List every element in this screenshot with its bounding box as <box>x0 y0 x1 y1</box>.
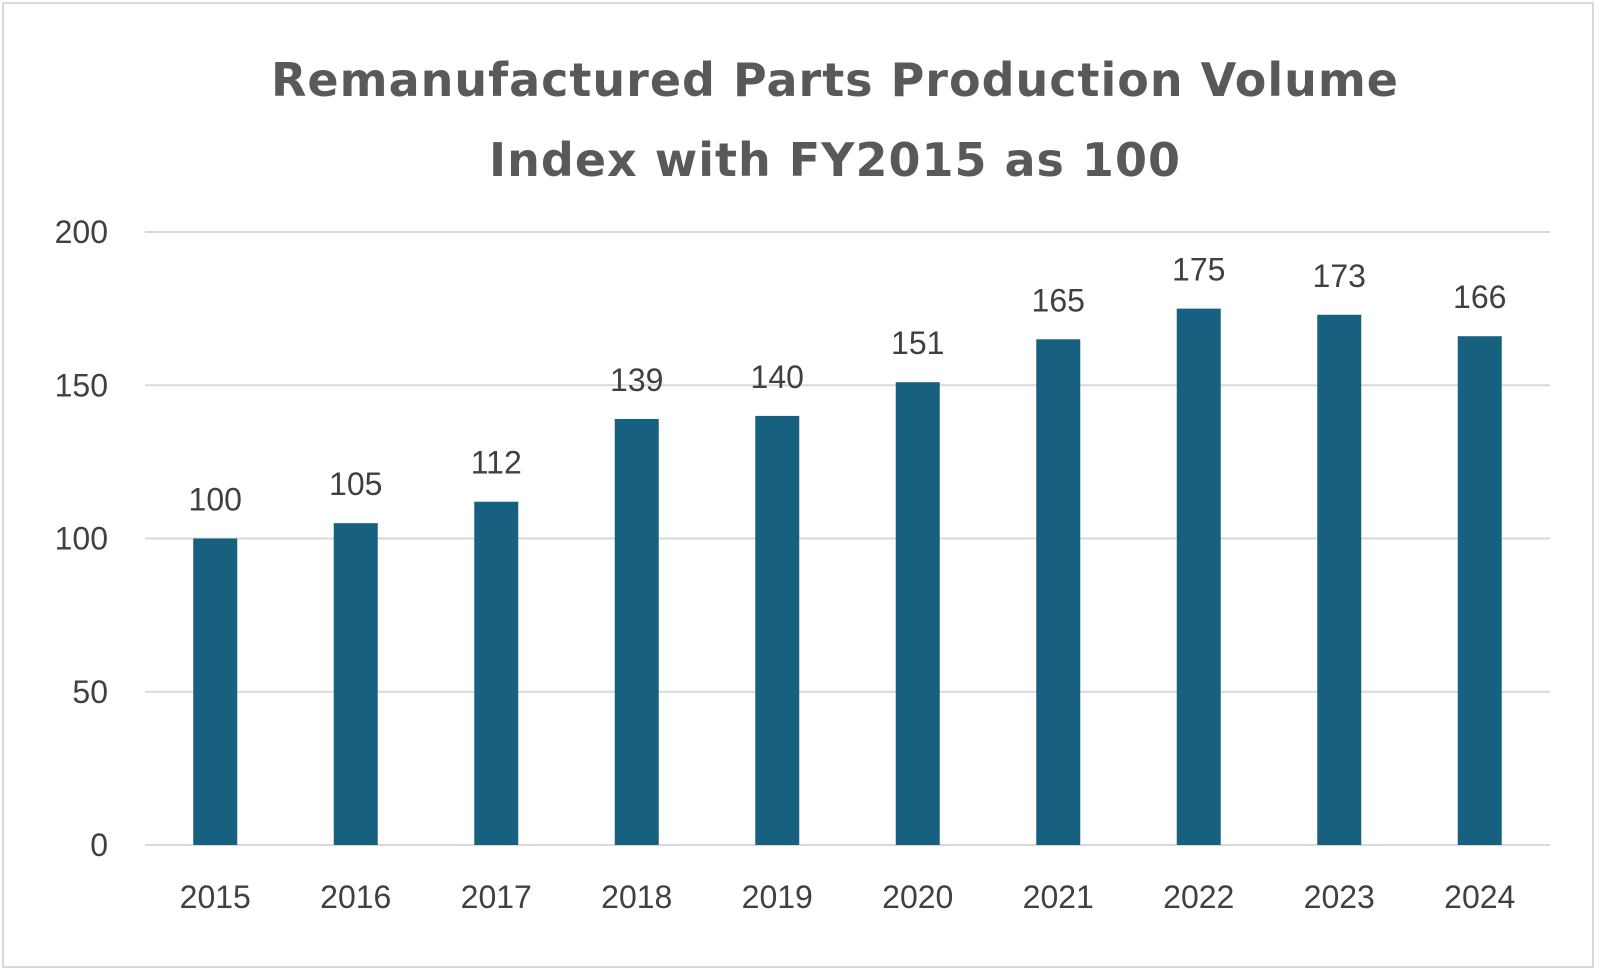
x-tick-label-2020: 2020 <box>882 879 953 915</box>
chart-title: Remanufactured Parts Production Volume I… <box>0 40 1600 200</box>
bar-2020 <box>895 382 940 845</box>
x-tick-label-2018: 2018 <box>601 879 672 915</box>
data-label-2022: 175 <box>1172 252 1225 288</box>
bar-2023 <box>1317 314 1362 845</box>
bar-2016 <box>333 523 378 845</box>
data-label-2015: 100 <box>189 482 242 518</box>
bar-2018 <box>614 418 659 845</box>
data-label-2016: 105 <box>329 466 382 502</box>
data-labels: 100 105 112 139 140 151 165 175 173 166 <box>189 252 1507 518</box>
data-label-2021: 165 <box>1032 282 1085 318</box>
data-label-2018: 139 <box>610 362 663 398</box>
x-tick-label-2021: 2021 <box>1023 879 1094 915</box>
x-tick-label-2016: 2016 <box>320 879 391 915</box>
bar-2024 <box>1457 336 1502 845</box>
y-tick-label: 50 <box>72 674 108 710</box>
bar-2019 <box>755 415 800 845</box>
x-tick-label-2019: 2019 <box>742 879 813 915</box>
chart-title-line-1: Remanufactured Parts Production Volume <box>271 53 1399 107</box>
y-tick-label: 100 <box>55 521 108 557</box>
bar-2017 <box>474 501 519 845</box>
data-label-2024: 166 <box>1453 279 1506 315</box>
data-label-2020: 151 <box>891 325 944 361</box>
x-tick-label-2022: 2022 <box>1163 879 1234 915</box>
bar-2021 <box>1036 339 1081 845</box>
data-label-2023: 173 <box>1313 258 1366 294</box>
data-label-2017: 112 <box>471 445 522 481</box>
x-tick-label-2017: 2017 <box>461 879 532 915</box>
y-tick-label: 0 <box>90 827 108 863</box>
y-axis-ticks: 0 50 100 150 200 <box>55 214 108 863</box>
y-tick-label: 150 <box>55 367 108 403</box>
data-label-2019: 140 <box>751 359 804 395</box>
x-tick-label-2023: 2023 <box>1304 879 1375 915</box>
x-axis-ticks: 2015 2016 2017 2018 2019 2020 2021 2022 2023 2024 <box>180 879 1516 915</box>
gridlines <box>145 231 1550 846</box>
x-tick-label-2015: 2015 <box>180 879 251 915</box>
chart-title-line-2: Index with FY2015 as 100 <box>489 133 1181 187</box>
bar-2015 <box>193 538 238 845</box>
x-tick-label-2024: 2024 <box>1444 879 1515 915</box>
bars <box>193 308 1502 845</box>
bar-2022 <box>1176 308 1221 845</box>
y-tick-label: 200 <box>55 214 108 250</box>
